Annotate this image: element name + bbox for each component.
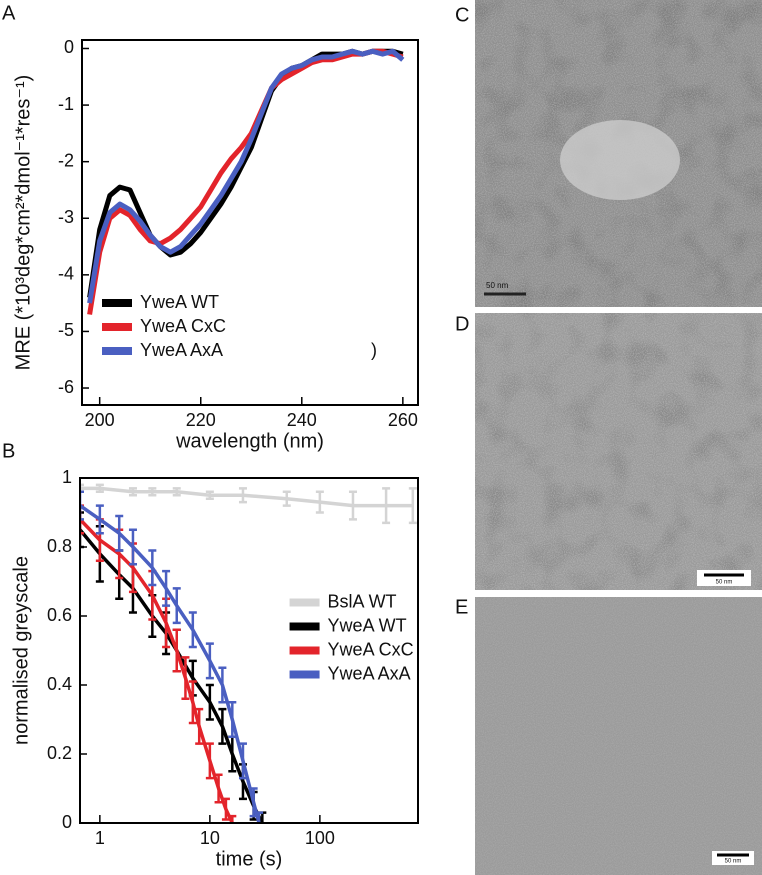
error-bar [221, 797, 230, 821]
error-bar [195, 707, 204, 745]
plot-area [80, 483, 417, 823]
legend-label: YweA CxC [140, 316, 226, 336]
error-bar [315, 490, 324, 514]
error-bar [205, 683, 214, 721]
error-bar [128, 487, 137, 497]
error-bar [162, 569, 171, 607]
x-axis-label: wavelength (nm) [175, 430, 324, 452]
legend-label: YweA WT [140, 292, 219, 312]
x-tick-label: 1 [95, 828, 105, 848]
panel-label: D [455, 313, 469, 335]
data-line [87, 48, 404, 298]
error-bar [80, 511, 84, 549]
plot-area [87, 48, 405, 315]
error-bar [205, 490, 214, 500]
legend-label: YweA AxA [328, 663, 411, 683]
error-bar [188, 680, 197, 725]
y-tick-label: -5 [58, 320, 74, 340]
data-line [87, 48, 405, 304]
error-bar [238, 742, 247, 780]
error-bar [282, 490, 291, 507]
error-bar [348, 490, 357, 521]
plot-frame [81, 39, 419, 406]
error-bar [95, 483, 104, 494]
panel-label: A [2, 2, 16, 24]
error-bar [172, 628, 181, 673]
plot-frame [79, 477, 419, 824]
data-line [80, 518, 234, 823]
x-tick-label: 260 [388, 410, 418, 430]
data-line [80, 504, 261, 823]
error-bar [80, 490, 84, 521]
error-bar [148, 549, 157, 587]
error-bar [205, 642, 214, 680]
y-tick-label: 0.8 [47, 536, 72, 556]
y-tick-label: -3 [58, 207, 74, 227]
x-tick-label: 240 [287, 410, 317, 430]
y-tick-label: -1 [58, 94, 74, 114]
micrograph [475, 597, 762, 875]
panel-label: E [455, 596, 468, 618]
error-bar [218, 707, 227, 745]
error-bar [255, 811, 264, 823]
error-bar [128, 528, 137, 566]
y-axis-label: normalised greyscale [10, 556, 32, 745]
y-tick-label: -4 [58, 264, 74, 284]
error-bar [205, 742, 214, 780]
error-bar [382, 487, 391, 525]
legend-label: YweA WT [328, 615, 407, 635]
x-tick-label: 220 [186, 410, 216, 430]
scale-bar-label: 50 nm [486, 281, 509, 290]
error-bar [228, 814, 237, 823]
error-bar [181, 656, 190, 701]
scale-bar-label: 50 nm [716, 580, 733, 586]
data-line [80, 486, 413, 508]
panel-label: C [455, 4, 469, 26]
error-bar [249, 787, 258, 818]
y-tick-label: 0 [62, 812, 72, 832]
y-tick-label: 0 [64, 37, 74, 57]
error-bar [115, 514, 124, 552]
x-tick-label: 200 [85, 410, 115, 430]
data-line [87, 48, 404, 315]
legend-label: YweA AxA [140, 340, 223, 360]
error-bar [148, 487, 157, 497]
scale-bar-label: 50 nm [725, 859, 742, 865]
y-tick-label: 0.6 [47, 605, 72, 625]
panel-label: B [2, 440, 15, 462]
legend-label: BslA WT [328, 591, 397, 611]
y-tick-label: 0.4 [47, 674, 72, 694]
error-bar [95, 504, 104, 535]
data-line [80, 528, 264, 823]
error-bar [214, 773, 223, 804]
error-bar [238, 487, 247, 504]
y-tick-label: 1 [62, 467, 72, 487]
error-bar [188, 611, 197, 649]
y-tick-label: -2 [58, 150, 74, 170]
y-axis-label: MRE (*10³deg*cm²*dmol⁻¹*res⁻¹) [12, 75, 34, 371]
x-axis-label: time (s) [216, 848, 283, 870]
micrograph [475, 0, 762, 307]
error-bar [408, 487, 417, 525]
y-tick-label: 0.2 [47, 743, 72, 763]
y-tick-label: -6 [58, 377, 74, 397]
error-bar [218, 666, 227, 704]
error-bar [172, 587, 181, 625]
x-tick-label: 100 [305, 828, 335, 848]
error-bar [228, 701, 237, 738]
legend-label: YweA CxC [328, 639, 414, 659]
micrograph [475, 313, 762, 590]
error-bar [172, 487, 181, 497]
x-tick-label: 10 [200, 828, 220, 848]
annotation: ) [371, 340, 377, 360]
